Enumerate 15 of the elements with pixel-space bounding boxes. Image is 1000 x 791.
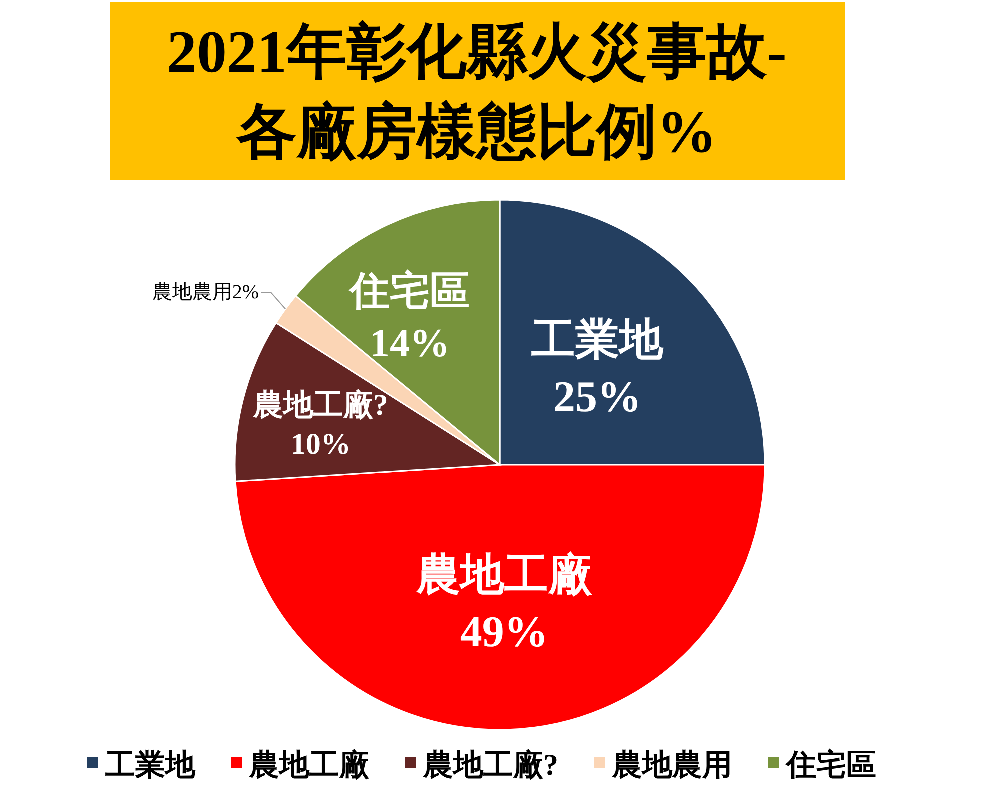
slice-label: 工業地 bbox=[531, 315, 664, 364]
legend-label: 農地農用 bbox=[612, 749, 732, 782]
slice-label: 農地工廠? bbox=[252, 389, 388, 422]
category-label: 農地農用2% bbox=[152, 282, 260, 304]
data-label: 49% bbox=[460, 608, 548, 657]
legend-label: 住宅區 bbox=[784, 748, 876, 782]
chart-title: 2021年彰化縣火災事故- 各廠房樣態比例% bbox=[167, 19, 787, 165]
slice-label: 住宅區 bbox=[348, 268, 470, 314]
legend-label: 農地工廠 bbox=[248, 749, 370, 782]
data-label: 25% bbox=[553, 372, 642, 422]
legend-label: 農地工廠? bbox=[422, 749, 558, 782]
legend-label: 工業地 bbox=[104, 749, 196, 782]
data-label: 10% bbox=[290, 428, 351, 462]
slice-label: 農地工廠 bbox=[415, 550, 592, 600]
data-label: 14% bbox=[370, 320, 450, 366]
